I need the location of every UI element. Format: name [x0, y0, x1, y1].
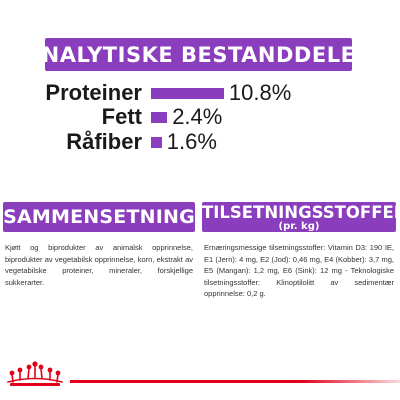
analysis-bar — [151, 137, 162, 148]
analysis-value: 1.6% — [166, 129, 217, 154]
analysis-row-protein: Proteiner 10.8% — [0, 80, 400, 106]
composition-title: SAMMENSETNING — [3, 202, 195, 232]
additives-title: TILSETNINGSSTOFFER — [202, 203, 400, 222]
composition-text: Kjøtt og biprodukter av animalsk opprinn… — [5, 243, 193, 287]
analysis-label: Proteiner — [45, 80, 142, 105]
analysis-label: Råfiber — [66, 129, 142, 154]
additives-text: Ernæringsmessige tilsetningsstoffer: Vit… — [204, 243, 394, 298]
analysis-bar — [151, 112, 168, 123]
analysis-row-fiber: Råfiber 1.6% — [0, 129, 400, 155]
brand-red-line — [70, 380, 400, 383]
analysis-label: Fett — [101, 104, 142, 129]
additives-header: TILSETNINGSSTOFFER (pr. kg) — [202, 202, 400, 232]
analysis-row-fat: Fett 2.4% — [0, 104, 400, 130]
additives-subtitle: (pr. kg) — [278, 221, 320, 232]
analysis-value: 2.4% — [172, 104, 223, 129]
analysis-value: 10.8% — [228, 80, 292, 105]
analysis-bar — [151, 88, 224, 99]
analysis-title: ANALYTISKE BESTANDDELER — [25, 38, 372, 71]
royal-canin-crown-logo — [7, 361, 63, 386]
